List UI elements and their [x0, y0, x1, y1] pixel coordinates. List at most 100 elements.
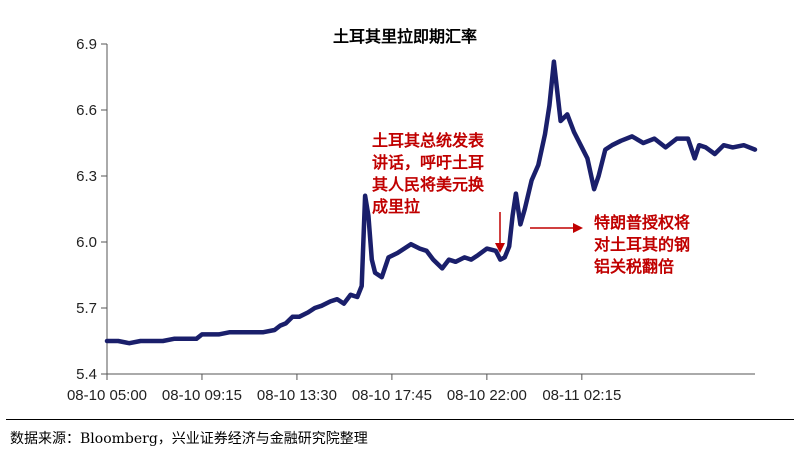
data-point [705, 146, 707, 148]
data-point [425, 250, 428, 252]
data-point [410, 243, 412, 245]
series-group [104, 59, 758, 346]
data-point [350, 294, 352, 296]
data-point [432, 259, 434, 261]
data-point [495, 250, 497, 252]
data-point [531, 179, 533, 181]
data-point [508, 245, 510, 247]
data-point [320, 305, 323, 307]
annotations: 土耳其总统发表讲话，呼吁土耳其人民将美元换成里拉特朗普授权将对土耳其的钢铝关税翻… [372, 131, 690, 276]
data-point [524, 208, 526, 210]
data-point [441, 267, 443, 269]
annotation-arrowhead-right [573, 223, 583, 233]
data-point [307, 311, 309, 313]
data-point [184, 338, 186, 340]
data-point [511, 215, 514, 217]
data-point [470, 259, 472, 261]
data-point [486, 248, 488, 250]
data-point [586, 157, 589, 159]
data-point [218, 333, 220, 335]
data-point [361, 285, 363, 287]
annotation-tariff-line: 铝关税翻倍 [594, 257, 674, 276]
data-point [537, 164, 539, 166]
data-point [367, 215, 369, 217]
data-point [106, 340, 108, 342]
data-point [262, 331, 264, 333]
data-point [374, 272, 376, 274]
data-point [631, 135, 633, 137]
data-point [642, 142, 644, 144]
data-point [611, 144, 613, 146]
annotation-speech-line: 土耳其总统发表 [372, 131, 485, 150]
data-point [665, 146, 667, 148]
data-point [371, 259, 373, 261]
x-tick-label: 08-10 17:45 [352, 387, 432, 404]
data-point [743, 144, 745, 146]
x-tick-label: 08-10 05:00 [67, 387, 147, 404]
annotation-tariff-line: 特朗普授权将 [594, 213, 690, 232]
data-point [687, 138, 689, 140]
data-point [544, 133, 546, 135]
footer-divider [6, 419, 794, 420]
data-point [314, 307, 316, 309]
data-point [343, 303, 345, 305]
y-axis: 5.4 5.7 6.0 6.3 6.6 6.9 [76, 36, 108, 383]
x-tick-label: 08-11 02:15 [542, 387, 621, 404]
y-tick-label: 6.0 [76, 234, 97, 251]
data-point [560, 120, 562, 122]
data-point [291, 316, 294, 318]
data-point [162, 340, 164, 342]
data-point [604, 149, 606, 151]
annotation-speech-line: 成里拉 [372, 197, 420, 216]
data-point [195, 338, 197, 340]
data-point [714, 153, 716, 155]
data-point [698, 144, 700, 146]
x-tick-label: 08-10 22:00 [447, 387, 527, 404]
x-tick-label: 08-10 13:30 [257, 387, 337, 404]
data-point [356, 296, 358, 298]
annotation-tariff-line: 对土耳其的钢 [594, 235, 690, 254]
data-point [396, 252, 399, 254]
y-tick-label: 5.7 [76, 300, 97, 317]
data-point [173, 338, 175, 340]
data-point [676, 138, 678, 140]
data-point [329, 300, 331, 302]
data-point [251, 331, 253, 333]
data-point [598, 175, 600, 177]
data-point [117, 340, 119, 342]
x-tick-label: 08-10 09:15 [162, 387, 242, 404]
data-point [580, 144, 582, 146]
series-line [104, 59, 758, 346]
data-point [403, 248, 405, 250]
data-point [553, 61, 555, 63]
data-point [694, 157, 696, 159]
data-point [455, 261, 457, 263]
data-point [274, 329, 276, 331]
data-point [573, 131, 575, 133]
data-point [139, 340, 142, 342]
y-tick-label: 6.6 [76, 102, 97, 119]
data-point [381, 276, 383, 278]
source-note: 数据来源：Bloomberg，兴业证券经济与金融研究院整理 [10, 431, 368, 447]
annotation-speech-line: 其人民将美元换 [372, 175, 485, 194]
data-point [419, 248, 421, 250]
chart-title: 土耳其里拉即期汇率 [333, 27, 477, 46]
data-point [515, 193, 517, 195]
data-point [201, 333, 203, 335]
data-point [723, 144, 725, 146]
data-point [364, 195, 366, 197]
data-point [387, 256, 390, 258]
y-tick-label: 5.4 [76, 366, 97, 383]
annotation-arrowhead-down [495, 243, 505, 253]
data-point [298, 316, 300, 318]
annotation-speech-line: 讲话，呼吁土耳 [372, 153, 484, 172]
data-point [593, 188, 595, 190]
y-tick-label: 6.3 [76, 168, 97, 185]
data-point [285, 322, 287, 324]
data-point [548, 105, 551, 107]
data-point [754, 149, 756, 151]
data-point [240, 331, 242, 333]
data-point [504, 256, 506, 258]
data-point [448, 259, 450, 261]
data-point [128, 342, 130, 344]
